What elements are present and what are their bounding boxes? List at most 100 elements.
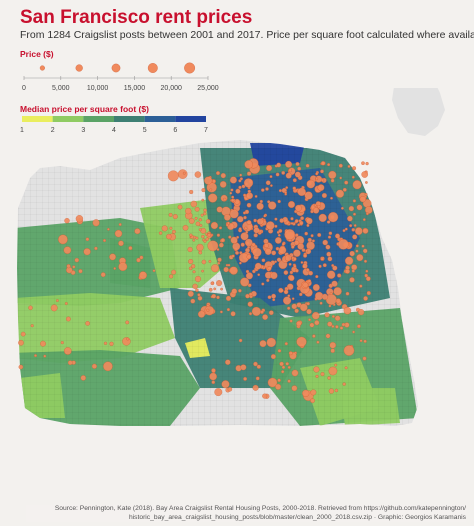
rent-point <box>352 166 357 171</box>
rent-point <box>292 178 297 183</box>
rent-point <box>284 191 288 195</box>
rent-point <box>285 362 289 366</box>
rent-point <box>239 173 243 177</box>
rent-point <box>315 374 319 378</box>
rent-point <box>337 273 342 278</box>
rent-point <box>307 279 312 283</box>
rent-point <box>335 189 345 198</box>
rent-point <box>107 227 110 231</box>
rent-point <box>254 194 258 198</box>
rent-point <box>294 171 301 178</box>
rent-point <box>188 266 193 271</box>
rent-point <box>83 248 91 256</box>
rent-point <box>268 310 274 316</box>
rent-point <box>263 214 267 218</box>
rent-point <box>320 372 325 377</box>
median-legend-label: 2 <box>51 127 55 134</box>
rent-point <box>285 172 292 179</box>
rent-point <box>308 318 312 322</box>
rent-point <box>299 292 303 297</box>
rent-point <box>201 198 205 202</box>
rent-point <box>295 268 299 273</box>
rent-point <box>362 356 367 361</box>
rent-point <box>278 287 284 293</box>
rent-point <box>265 180 271 186</box>
rent-point <box>216 206 223 213</box>
rent-point <box>247 301 253 307</box>
rent-point <box>254 262 262 270</box>
rent-point <box>343 306 352 315</box>
rent-point <box>306 179 316 189</box>
rent-point <box>190 298 196 304</box>
rent-point <box>362 218 366 222</box>
rent-point <box>231 198 235 203</box>
rent-point <box>241 184 246 189</box>
rent-point <box>177 169 188 179</box>
rent-point <box>109 341 114 346</box>
rent-point <box>125 320 130 325</box>
rent-point <box>169 226 173 230</box>
median-legend-swatch <box>175 116 206 122</box>
rent-point <box>253 233 258 238</box>
rent-point <box>262 393 268 399</box>
rent-point <box>306 308 312 315</box>
rent-point <box>315 177 319 181</box>
rent-point <box>302 282 309 288</box>
rent-point <box>313 366 320 373</box>
price-legend-label: 20,000 <box>160 85 182 92</box>
rent-point <box>230 311 236 317</box>
rent-point <box>231 195 235 199</box>
rent-point <box>240 277 250 287</box>
rent-point <box>118 240 124 247</box>
rent-point <box>322 239 328 246</box>
rent-point <box>248 312 253 316</box>
price-legend-circle <box>75 64 83 72</box>
rent-point <box>352 234 358 240</box>
rent-point <box>207 240 219 252</box>
rent-point <box>243 178 254 188</box>
rent-point <box>128 246 133 251</box>
rent-point <box>103 341 108 345</box>
rent-point <box>293 257 297 261</box>
rent-point <box>283 289 289 295</box>
price-legend-label: 15,000 <box>124 85 146 92</box>
rent-point <box>293 249 301 257</box>
rent-point <box>85 237 90 242</box>
rent-point <box>134 228 141 235</box>
rent-point <box>339 326 344 330</box>
rent-point <box>28 305 33 311</box>
rent-point <box>349 224 353 228</box>
rent-point <box>265 187 269 191</box>
rent-point <box>312 207 320 214</box>
rent-point <box>246 202 252 208</box>
rent-point <box>365 276 371 282</box>
rent-point <box>208 287 213 292</box>
rent-point <box>345 291 350 296</box>
rent-point <box>311 239 315 243</box>
rent-point <box>293 264 297 268</box>
rent-point <box>209 372 217 381</box>
street-grid <box>17 140 418 426</box>
rent-point <box>219 310 223 314</box>
rent-point <box>18 339 24 346</box>
rent-point <box>261 282 265 286</box>
rent-point <box>187 290 194 297</box>
rent-point <box>281 370 285 374</box>
rent-point <box>343 345 355 356</box>
rent-point <box>328 231 333 236</box>
rent-point <box>167 170 179 182</box>
rent-point <box>291 303 298 310</box>
rent-point <box>208 259 212 263</box>
median-legend-swatch <box>83 116 114 122</box>
rent-point <box>226 308 230 312</box>
rent-point <box>281 365 286 369</box>
rent-point <box>20 331 26 337</box>
price-legend-label: 10,000 <box>87 85 109 92</box>
price-legend-label: 25,000 <box>197 85 219 92</box>
rent-point <box>305 163 310 168</box>
rent-point <box>220 238 226 243</box>
rent-point <box>195 288 199 292</box>
rent-point <box>356 204 363 211</box>
rent-point <box>211 368 216 373</box>
rent-point <box>188 258 194 264</box>
